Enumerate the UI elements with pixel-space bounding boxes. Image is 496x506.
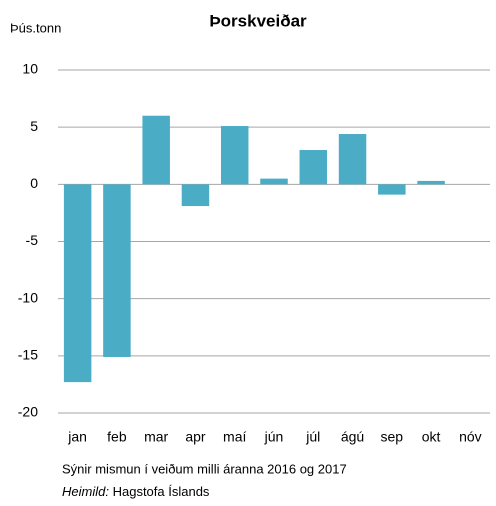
bar [260,178,288,185]
x-tick-label: mar [144,429,168,445]
x-tick-label: okt [422,429,441,445]
y-tick-label: -20 [18,404,38,420]
source-label: Heimild: [62,484,109,499]
y-tick-label: 0 [30,175,38,191]
x-tick-label: nóv [459,429,482,445]
x-tick-label: jan [67,429,87,445]
x-tick-label: apr [185,429,206,445]
x-tick-label: feb [107,429,127,445]
source: Heimild: Hagstofa Íslands [62,484,210,499]
x-tick-label: ágú [341,429,364,445]
bar [338,134,367,185]
y-tick-label: 5 [30,118,38,134]
bar [181,184,210,207]
x-tick-label: júl [305,429,320,445]
bar [417,180,445,185]
y-tick-label: -15 [18,347,38,363]
source-text: Hagstofa Íslands [113,484,210,499]
note: Sýnir mismun í veiðum milli áranna 2016 … [62,461,347,476]
x-tick-label: jún [264,429,284,445]
bar [299,150,328,185]
bar [103,184,131,357]
y-tick-label: -10 [18,289,38,305]
bar [142,115,170,185]
y-axis-label: Þús.tonn [10,20,61,35]
x-tick-label: sep [381,429,404,445]
bar [63,184,92,383]
x-tick-label: maí [223,429,246,445]
y-tick-label: -5 [26,232,39,248]
bar [220,126,249,185]
y-tick-label: 10 [22,61,38,77]
bar [378,184,406,195]
chart-title: Þorskveiðar [209,11,307,30]
